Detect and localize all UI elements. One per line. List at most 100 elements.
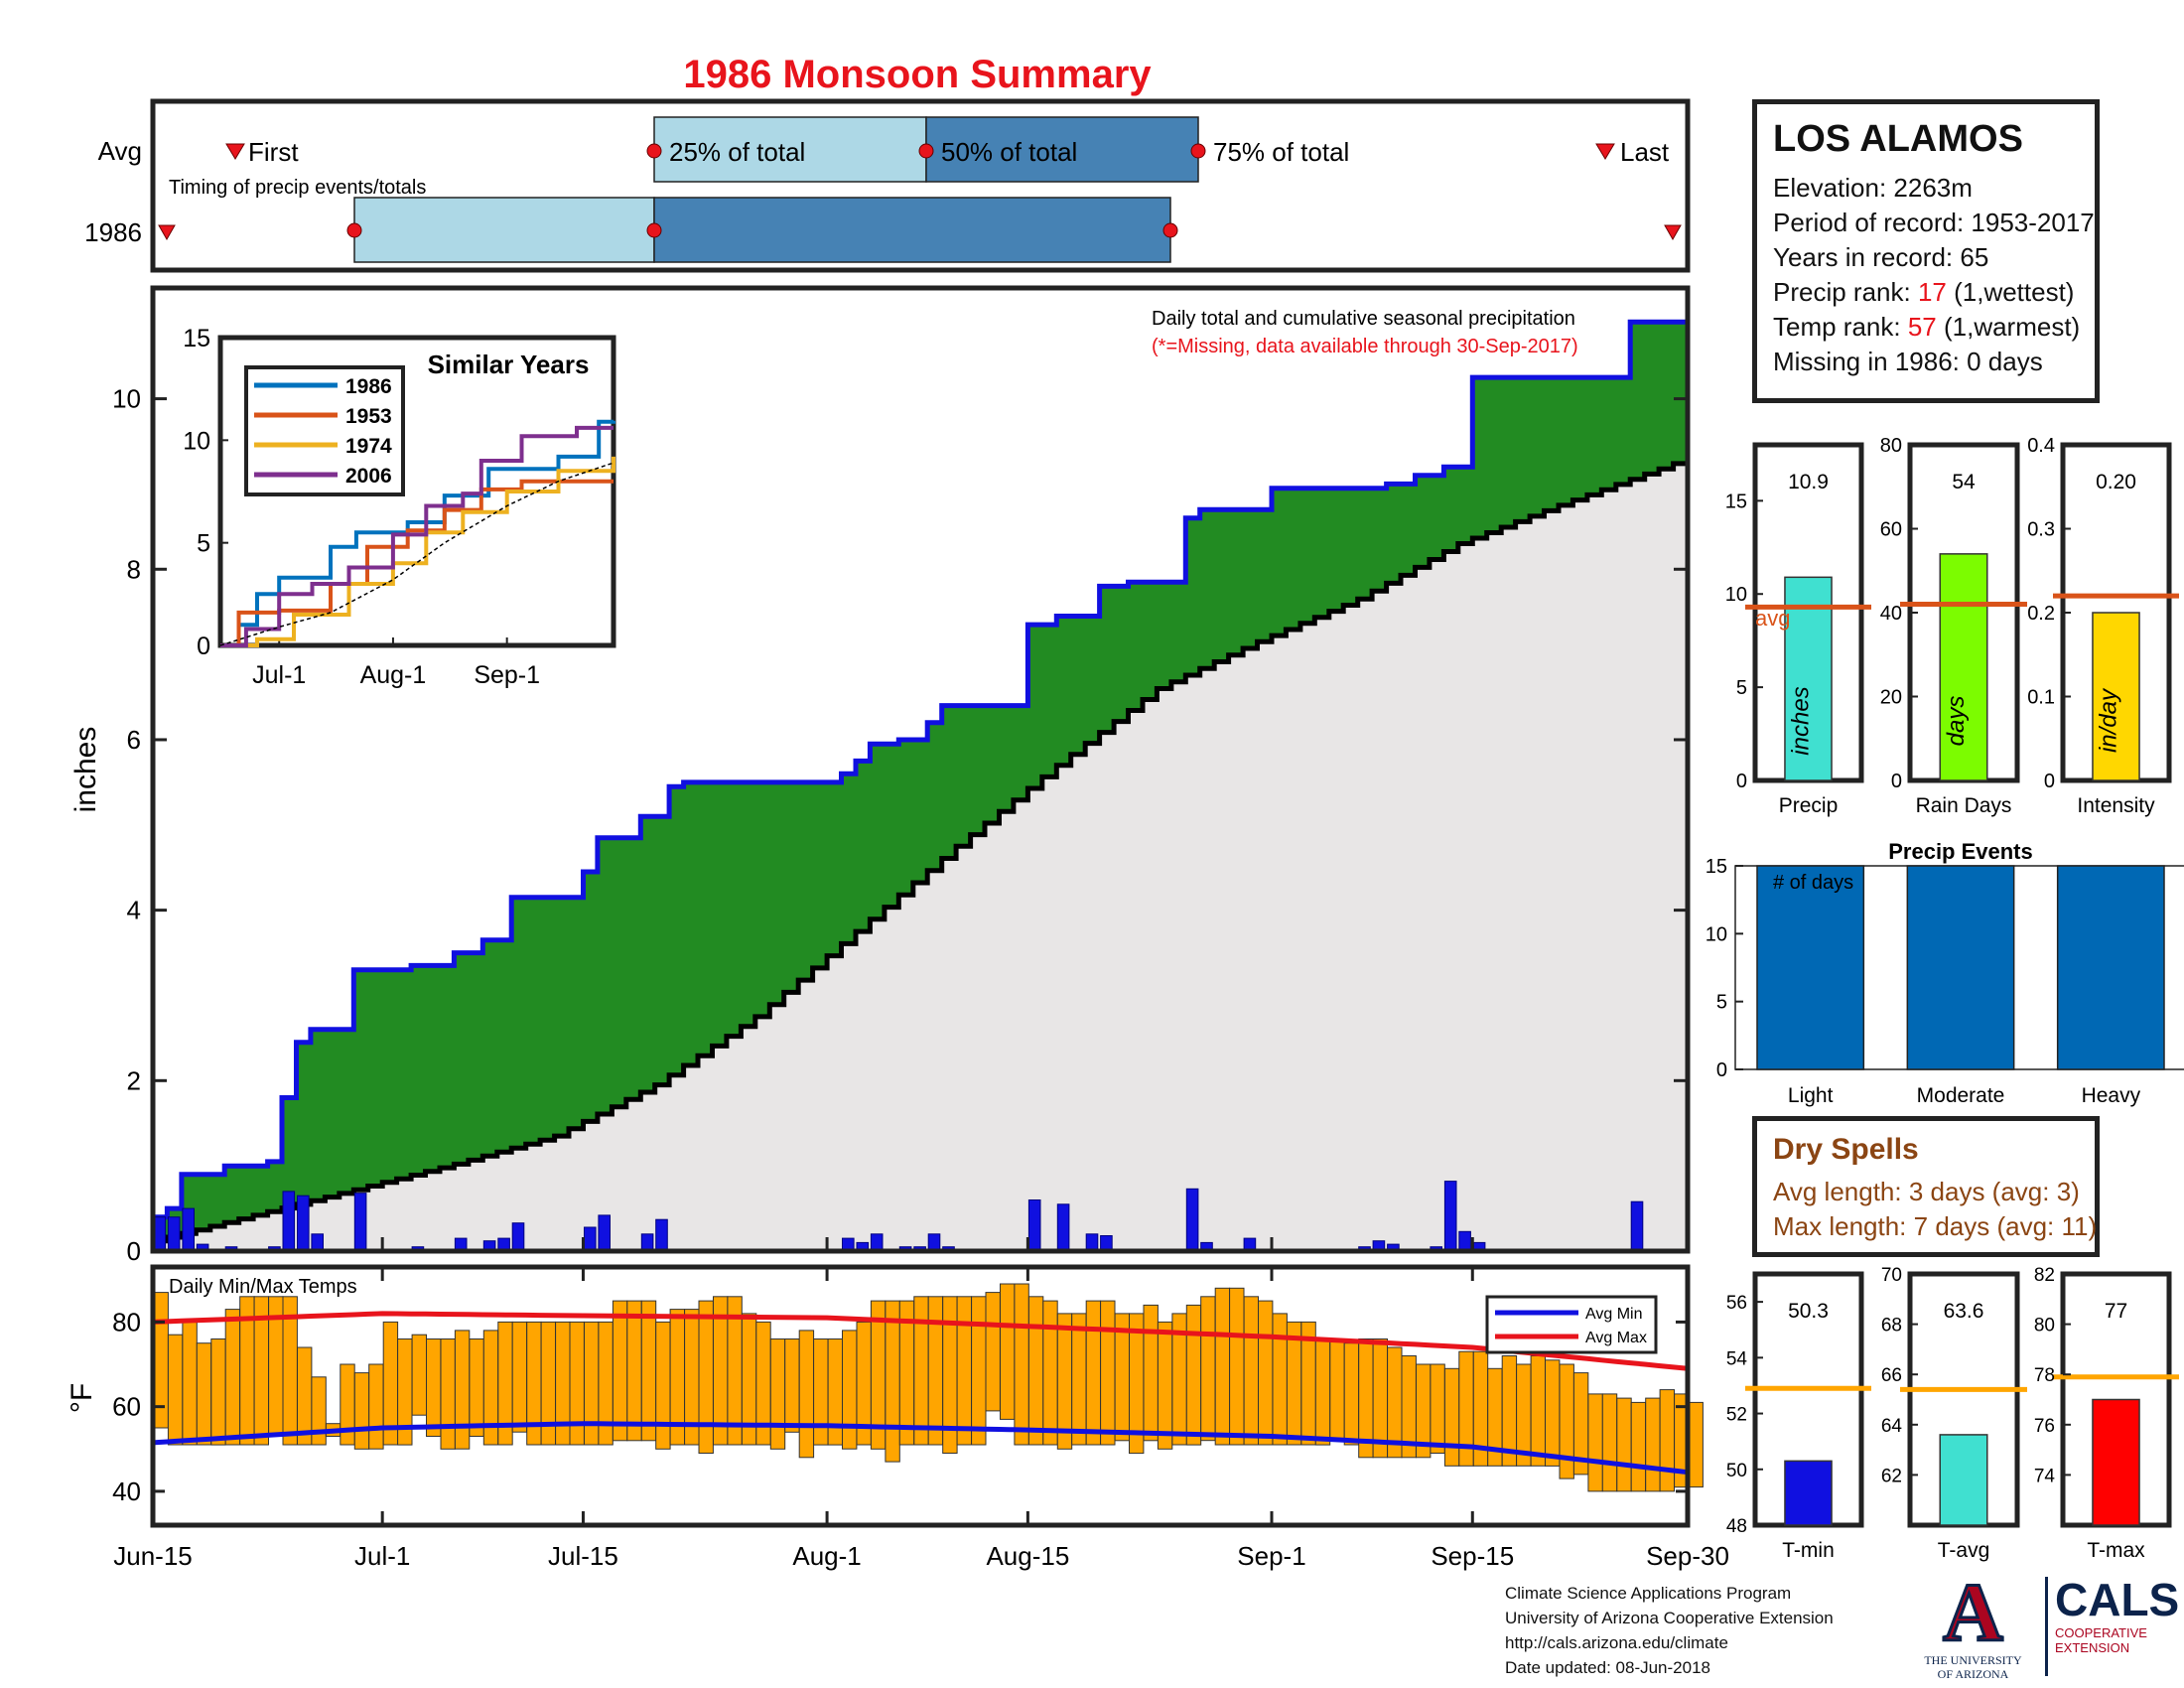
x-tick-label: Jun-15	[113, 1541, 193, 1571]
daily-temp-bar	[1530, 1355, 1546, 1467]
tmin-stat-tick-label: 56	[1726, 1293, 1747, 1314]
daily-temp-bar	[1645, 1397, 1661, 1492]
daily-temp-bar	[1659, 1389, 1675, 1492]
events-bar-light	[1756, 865, 1865, 1070]
inset-series-lines	[219, 419, 615, 647]
tmin-stat-label: T-min	[1782, 1539, 1835, 1562]
daily-precip-bar	[584, 1226, 597, 1252]
x-tick-label: Aug-1	[792, 1541, 861, 1571]
tmin-stat-value: 50.3	[1788, 1300, 1829, 1323]
daily-precip-bar	[1458, 1230, 1471, 1252]
events-bars: Light Moderate Heavy 0 5 10 15	[1706, 856, 2165, 1107]
daily-precip-bar	[282, 1191, 296, 1252]
daily-precip-bar	[1027, 1199, 1041, 1252]
dry-spells-box: Dry Spells Avg length: 3 days (avg: 3) M…	[1752, 1116, 2100, 1257]
legend-avg-min-label: Avg Min	[1585, 1306, 1643, 1323]
daily-temp-bar	[626, 1300, 642, 1442]
tmax-stat-tick-label: 80	[2034, 1316, 2055, 1336]
legend-avg-max-label: Avg Max	[1585, 1330, 1647, 1346]
precip-rank: Precip rank: 17 (1,wettest)	[1773, 275, 2079, 310]
average-cumulative-line	[153, 458, 1691, 1244]
inset-y-tick-label: 15	[183, 325, 210, 352]
inset-line-2006	[220, 425, 614, 647]
avg-last-marker	[1595, 143, 1615, 160]
rain-days-stat-unit: days	[1943, 696, 1970, 747]
tmin-stat-tick-label: 54	[1726, 1348, 1748, 1369]
daily-temp-bar	[913, 1296, 929, 1446]
daily-temp-bar	[842, 1330, 858, 1450]
tmax-stat-tick-label: 76	[2034, 1416, 2055, 1437]
daily-temp-bar	[353, 1372, 370, 1450]
timing-note: Timing of precip events/totals	[169, 177, 426, 199]
tavg-stat-tick-label: 66	[1881, 1365, 1902, 1386]
daily-temp-bar	[1587, 1393, 1603, 1492]
season-stat-bars: 0 5 10 15 10.9 Precip inches avg 0 20 40 60 80 54 Rain…	[1725, 435, 2179, 817]
ua-logo-line1: THE UNIVERSITY	[1924, 1653, 2022, 1667]
daily-temp-bar	[411, 1334, 428, 1416]
precip-stat-label: Precip	[1779, 794, 1839, 817]
similar-years-inset: 0 5 10 15 Jul-1 Aug-1 Sep-1 Similar Years 1986…	[183, 325, 616, 689]
inset-legend-label-1986: 1986	[345, 375, 392, 398]
temp-y-tick-label: 40	[112, 1477, 141, 1506]
daily-temp-bar	[1545, 1359, 1561, 1467]
daily-temp-bar	[1443, 1367, 1460, 1467]
daily-temp-bar	[511, 1321, 528, 1433]
intensity-stat-label: Intensity	[2077, 794, 2155, 817]
precip-stat-bar	[1784, 576, 1833, 781]
inset-x-tick-label: Sep-1	[474, 661, 540, 689]
events-category-label: Moderate	[1917, 1084, 2005, 1107]
daily-temp-bar	[210, 1338, 226, 1446]
main-y-axis: 0 2 4 6 8 10	[112, 384, 1688, 1266]
temp-rank-suffix: (1,warmest)	[1936, 312, 2081, 342]
precip-stat-tick-label: 0	[1736, 771, 1747, 792]
footer-line1: Climate Science Applications Program	[1505, 1584, 1792, 1603]
daily-temp-bar	[1014, 1283, 1029, 1446]
daily-temp-bar	[971, 1296, 987, 1446]
daily-temp-bar	[569, 1321, 585, 1446]
inset-legend-label-1974: 1974	[345, 435, 392, 458]
tmin-stat-tick-label: 48	[1726, 1516, 1747, 1537]
daily-temp-bar	[655, 1321, 671, 1450]
daily-temp-bar	[1616, 1397, 1632, 1492]
daily-temp-bar	[885, 1300, 900, 1463]
daily-temp-bar	[1630, 1401, 1647, 1492]
timing-panel: Avg 1986 Timing of precip events/totals …	[84, 98, 1691, 273]
daily-temp-bar	[956, 1296, 972, 1446]
x-tick-label: Sep-15	[1431, 1541, 1514, 1571]
daily-precip-bar	[353, 1193, 367, 1252]
daily-temp-bar	[368, 1363, 384, 1450]
first-label: First	[248, 137, 299, 167]
year-quartile1-box	[353, 197, 655, 263]
cals-line1: COOPERATIVE	[2055, 1625, 2147, 1640]
daily-temp-bar	[1601, 1393, 1618, 1492]
last-label: Last	[1620, 137, 1670, 167]
daily-temp-bar	[927, 1296, 944, 1446]
tavg-stat-value: 63.6	[1944, 1300, 1984, 1323]
tmax-stat-value: 77	[2105, 1300, 2127, 1323]
daily-temp-bar	[640, 1300, 657, 1442]
timing-avg-label: Avg	[98, 136, 142, 166]
dry-avg-length: Avg length: 3 days (avg: 3)	[1773, 1177, 2080, 1206]
cals-wordmark: CALS	[2055, 1574, 2180, 1625]
pct50-label: 50% of total	[941, 137, 1077, 167]
x-tick-label: Jul-15	[548, 1541, 618, 1571]
precip-rank-suffix: (1,wettest)	[1946, 277, 2075, 307]
tavg-stat-tick-label: 64	[1881, 1416, 1903, 1437]
events-bar-moderate	[1906, 865, 2015, 1070]
daily-temp-bar	[167, 1334, 184, 1446]
temp-rank-prefix: Temp rank:	[1773, 312, 1908, 342]
cals-logo: CALS COOPERATIVE EXTENSION	[2055, 1574, 2180, 1655]
main-y-tick-label: 0	[127, 1236, 141, 1266]
daily-precip-bar	[1443, 1181, 1457, 1252]
daily-precip-bar	[927, 1233, 941, 1252]
tmin-stat-tick-label: 50	[1726, 1461, 1747, 1481]
intensity-stat-tick-label: 0.1	[2027, 687, 2055, 709]
precip-stat-tick-label: 15	[1725, 491, 1747, 512]
temp-rank: Temp rank: 57 (1,warmest)	[1773, 310, 2081, 345]
daily-temp-bar	[798, 1330, 815, 1459]
inset-line-1974	[220, 456, 615, 647]
daily-temp-bar	[469, 1338, 484, 1437]
pct25-label: 25% of total	[669, 137, 805, 167]
daily-temp-bar	[182, 1321, 198, 1446]
daily-temp-bar	[224, 1309, 241, 1446]
